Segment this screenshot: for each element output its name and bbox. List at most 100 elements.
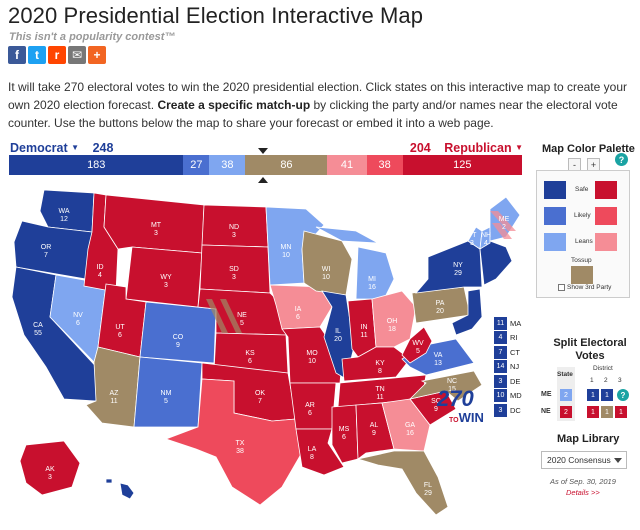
small-state-ev[interactable]: 10 [494,389,507,402]
dem-counter[interactable]: Democrat ▼ 248 [10,141,113,155]
split-district-cell[interactable]: 1 [601,389,613,401]
state-hi[interactable] [119,482,135,500]
state-label-co: CO [173,334,184,341]
state-ev-ok: 7 [258,398,262,405]
small-state-dc[interactable]: 3 DC [494,403,522,417]
state-label-nd: ND [229,224,239,231]
state-fl[interactable] [356,450,449,516]
state-label-al: AL [370,422,379,429]
swatch-lean-rep[interactable] [595,233,617,251]
state-tx[interactable] [164,378,305,506]
state-al[interactable] [355,402,395,460]
split-help-icon[interactable]: ? [617,389,629,401]
state-label-wv: WV [412,340,424,347]
map-library-select[interactable]: 2020 Consensus [541,451,627,469]
state-hi-2[interactable] [105,478,113,484]
small-state-ma[interactable]: 11 MA [494,316,522,330]
split-state-header: State [557,371,573,378]
details-link[interactable]: Details >> [566,488,600,497]
small-state-ri[interactable]: 4 RI [494,331,522,345]
state-ak[interactable] [19,440,81,496]
state-new-england[interactable] [479,240,513,286]
state-nh[interactable] [479,226,491,250]
palette-help-icon[interactable]: ? [615,153,628,166]
rep-party-label[interactable]: Republican [444,141,512,155]
small-state-ev[interactable]: 14 [494,360,507,373]
twitter-icon[interactable]: t [28,46,46,64]
split-state-cell[interactable]: 2 [560,406,572,418]
state-label-mo: MO [306,350,318,357]
small-state-md[interactable]: 10 MD [494,389,522,403]
state-label-or: OR [41,244,52,251]
ev-bar-segment: 27 [183,155,210,175]
state-label-tn: TN [375,386,384,393]
state-il[interactable] [321,290,355,380]
state-ev-in: 11 [360,332,367,339]
small-state-ev[interactable]: 11 [494,316,507,330]
state-ev-oh: 18 [388,326,396,333]
matchup-link[interactable]: Create a specific match-up [157,98,311,112]
state-label-wi: WI [322,266,331,273]
state-label-oh: OH [387,318,398,325]
swatch-likely-rep[interactable] [595,207,617,225]
facebook-icon[interactable]: f [8,46,26,64]
rep-counter[interactable]: 204 Republican ▼ [410,141,523,155]
small-state-ev[interactable]: 4 [494,331,507,344]
small-state-ev[interactable]: 7 [494,345,507,359]
split-district-col: 2 [604,377,608,384]
small-state-nj[interactable]: 14 NJ [494,360,522,374]
state-ev-nv: 6 [76,320,80,327]
swatch-safe-dem[interactable] [544,181,566,199]
state-ev-tn: 11 [376,394,383,401]
show-third-party-checkbox[interactable] [558,284,565,291]
state-label-sd: SD [229,266,239,273]
state-ev-az: 11 [110,398,117,405]
state-ev-ky: 8 [378,368,382,375]
state-ga[interactable] [381,398,431,452]
split-state-cell[interactable]: 2 [560,389,572,401]
split-district-cell[interactable]: 1 [615,406,627,418]
small-state-ev[interactable]: 3 [494,374,507,388]
split-district-cell[interactable]: 1 [587,389,599,401]
state-ky[interactable] [341,346,411,382]
state-ev-sc: 9 [434,406,438,413]
dem-dropdown-icon[interactable]: ▼ [71,143,80,152]
state-label-ks: KS [245,350,255,357]
split-district-cell[interactable]: 1 [601,406,613,418]
state-ev-fl: 29 [424,490,432,497]
state-ms[interactable] [331,404,359,464]
swatch-tossup[interactable] [571,266,593,284]
more-share-icon[interactable]: + [88,46,106,64]
split-district-cell[interactable]: 1 [587,406,599,418]
swatch-likely-dem[interactable] [544,207,566,225]
state-ev-la: 8 [310,454,314,461]
rep-dropdown-icon[interactable]: ▼ [515,143,523,152]
state-mi-up[interactable] [315,226,379,244]
state-ny[interactable] [415,240,483,294]
small-state-ct[interactable]: 7 CT [494,345,522,359]
state-label-fl: FL [424,482,432,489]
ne-district-stripes [206,299,242,333]
state-wv[interactable] [401,326,433,364]
state-nc[interactable] [408,370,483,402]
swatch-lean-dem[interactable] [544,233,566,251]
state-ev-vt: 3 [470,240,474,247]
show-third-party-toggle[interactable]: Show 3rd Party [558,284,611,291]
state-mi[interactable] [355,246,395,300]
rep-ev-total: 204 [409,141,431,155]
state-label-id: ID [97,264,104,271]
state-ne-nj-md-de[interactable] [451,288,483,336]
dem-party-label[interactable]: Democrat [10,141,68,155]
small-state-de[interactable]: 3 DE [494,374,522,388]
state-label-in: IN [361,324,368,331]
state-co[interactable] [139,301,217,364]
intro-part2: by clicking the party and/or names near … [8,98,618,130]
small-state-ev[interactable]: 3 [494,403,507,417]
state-ev-tx: 38 [236,448,244,455]
state-ev-ny: 29 [454,270,462,277]
swatch-safe-rep[interactable] [595,181,617,199]
state-label-vt: VT [468,232,478,239]
reddit-icon[interactable]: r [48,46,66,64]
email-icon[interactable]: ✉ [68,46,86,64]
state-label-va: VA [434,352,443,359]
